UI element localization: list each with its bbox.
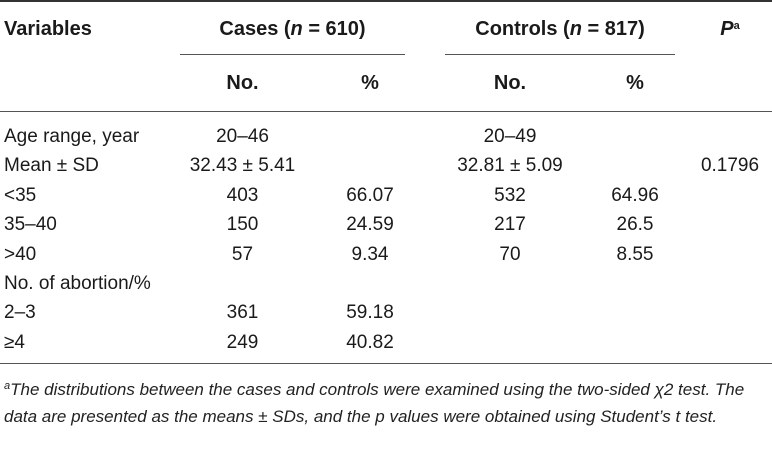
table-bottom-rule [0,363,772,364]
subheader-cases-no: No. [226,72,259,94]
header-controls-n: n [569,18,582,40]
cell-controls-no: 217 [494,214,526,235]
cell-controls-pct: 8.55 [616,244,654,265]
header-p-sup: a [733,20,740,32]
cell-controls-no: 32.81 ± 5.09 [457,155,563,176]
cell-label: No. of abortion/% [4,273,151,294]
cell-cases-no: 249 [226,332,259,353]
cell-controls-no: 70 [499,244,521,265]
header-variables: Variables [4,18,92,40]
cases-group-rule [180,54,405,55]
header-controls: Controls (n = 817) [445,18,675,40]
cell-label: Age range, year [4,126,140,147]
cell-label: >40 [4,244,37,265]
subheader-controls-pct: % [626,72,644,94]
header-cases-prefix: Cases ( [219,18,291,40]
cell-cases-no: 32.43 ± 5.41 [189,155,296,176]
table-top-rule [0,0,772,2]
cell-cases-pct: 40.82 [346,332,394,353]
cell-label: ≥4 [4,332,25,353]
subheader-controls-no: No. [493,72,527,94]
header-cases: Cases (n = 610) [180,18,405,40]
cell-cases-pct: 59.18 [346,302,394,323]
cell-cases-pct: 9.34 [351,244,389,265]
cell-label: Mean ± SD [4,155,99,176]
cell-cases-no: 150 [226,214,259,235]
cell-cases-pct: 24.59 [346,214,394,235]
cell-controls-no: 532 [494,185,526,206]
header-p-label: P [720,18,734,40]
cell-controls-pct: 64.96 [611,185,659,206]
controls-group-rule [445,54,675,55]
cell-p: 0.1796 [700,155,760,176]
subheader-cases-pct: % [361,72,379,94]
header-p: Pa [695,18,765,40]
footnote-sup: a [4,380,11,392]
cell-cases-no: 20–46 [216,126,269,147]
cell-label: 35–40 [4,214,57,235]
table-footnote: aThe distributions between the cases and… [4,376,768,430]
cell-cases-pct: 66.07 [346,185,394,206]
cell-label: 2–3 [4,302,36,323]
cell-controls-no: 20–49 [483,126,537,147]
cell-cases-no: 361 [226,302,259,323]
cell-label: <35 [4,185,37,206]
cell-cases-no: 403 [226,185,259,206]
header-cases-suffix: = 610) [302,18,366,40]
header-cases-n: n [290,18,303,40]
cell-controls-pct: 26.5 [616,214,654,235]
header-controls-prefix: Controls ( [475,18,570,40]
cell-cases-no: 57 [231,244,254,265]
footnote-text: The distributions between the cases and … [4,380,745,426]
header-controls-suffix: = 817) [581,18,645,40]
header-bottom-rule [0,111,772,112]
